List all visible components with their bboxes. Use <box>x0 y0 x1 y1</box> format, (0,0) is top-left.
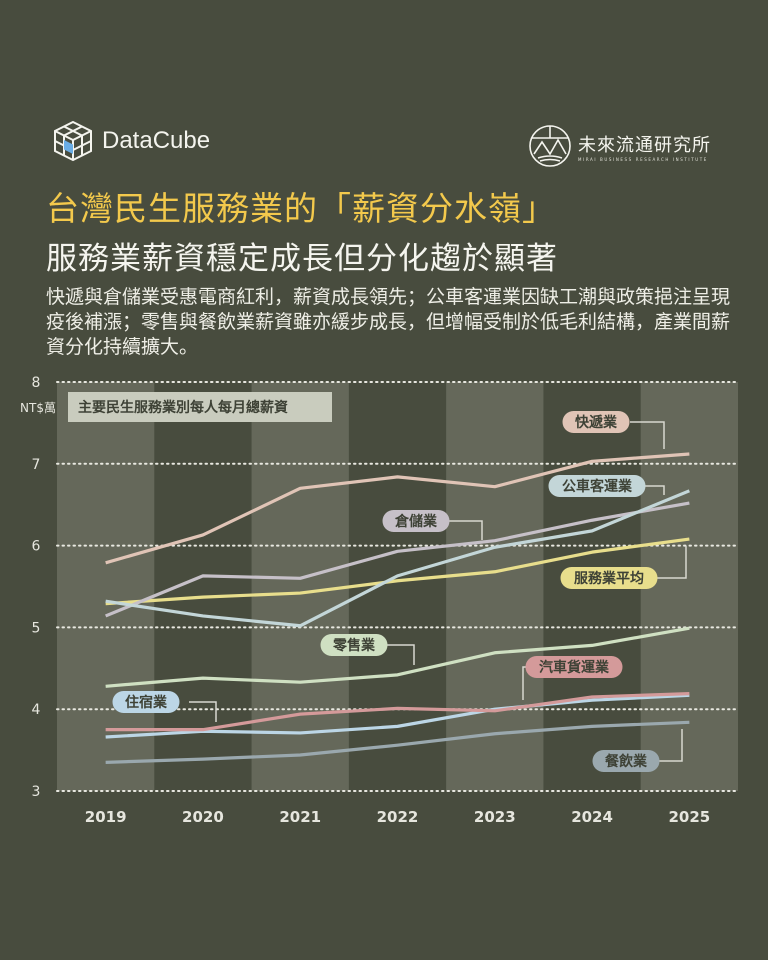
series-label: 餐飲業 <box>604 753 648 770</box>
y-tick-label: 8 <box>32 375 41 391</box>
series-label: 公車客運業 <box>562 478 633 495</box>
y-tick-label: 3 <box>32 784 41 800</box>
year-band <box>251 382 349 791</box>
series-line-2 <box>105 489 690 628</box>
series-label-pill <box>548 475 646 497</box>
series-line-8 <box>105 720 690 764</box>
x-tick-label: 2020 <box>182 808 224 826</box>
institute-subname: MIRAI BUSINESS RESEARCH INSTITUTE <box>578 156 708 162</box>
page-subtitle: 服務業薪資穩定成長但分化趨於顯著 <box>46 241 558 277</box>
label-connector <box>189 701 217 722</box>
series-label-pill <box>320 634 388 656</box>
series-label: 住宿業 <box>125 694 168 711</box>
series-label: 快遞業 <box>575 414 618 431</box>
y-tick-label: 7 <box>32 457 41 473</box>
y-axis-label: NT$萬 <box>20 401 56 415</box>
series-label: 零售業 <box>332 637 376 654</box>
label-connector <box>380 644 415 665</box>
year-band <box>57 382 155 791</box>
series-line-5 <box>105 626 690 688</box>
chart-title-box <box>68 392 332 422</box>
x-tick-label: 2023 <box>474 808 516 826</box>
series-label-pill <box>560 567 658 589</box>
x-tick-label: 2022 <box>377 808 419 826</box>
datacube-logo: DataCube <box>52 120 210 162</box>
x-tick-label: 2025 <box>668 808 710 826</box>
label-connector <box>650 546 687 579</box>
x-tick-label: 2024 <box>571 808 613 826</box>
chart-title: 主要民生服務業別每人每月總薪資 <box>78 399 288 416</box>
brand-name: DataCube <box>102 127 211 154</box>
x-tick-label: 2021 <box>279 808 321 826</box>
mountain-circle-logo <box>529 125 571 167</box>
series-label-pill <box>562 411 630 433</box>
description: 快遞與倉儲業受惠電商紅利，薪資成長領先；公車客運業因缺工潮與政策挹注呈現疫後補漲… <box>46 286 731 358</box>
series-line-3 <box>105 501 690 618</box>
label-connector <box>445 520 483 540</box>
series-line-7 <box>105 693 690 739</box>
series-label: 汽車貨運業 <box>539 659 610 676</box>
y-tick-label: 6 <box>32 539 41 555</box>
institute-logo: 未來流通研究所 MIRAI BUSINESS RESEARCH INSTITUT… <box>528 124 711 168</box>
series-label-pill <box>592 750 660 772</box>
page-title: 台灣民生服務業的「薪資分水嶺」 <box>46 189 556 228</box>
series-label: 倉儲業 <box>394 513 438 530</box>
institute-name: 未來流通研究所 <box>578 134 711 156</box>
series-label-pill <box>112 691 180 713</box>
year-band <box>640 382 738 791</box>
series-label-pill <box>382 510 450 532</box>
label-connector <box>630 421 665 449</box>
label-connector <box>643 485 665 495</box>
year-band <box>446 382 544 791</box>
x-tick-label: 2019 <box>85 808 127 826</box>
y-tick-label: 5 <box>32 620 41 636</box>
cube-icon <box>54 120 92 162</box>
series-label-pill <box>525 656 623 678</box>
label-connector <box>655 729 683 762</box>
series-line-1 <box>105 452 690 565</box>
series-line-6 <box>105 692 690 732</box>
y-tick-label: 4 <box>32 702 41 718</box>
series-label: 服務業平均 <box>574 570 644 587</box>
series-line-4 <box>105 537 690 606</box>
